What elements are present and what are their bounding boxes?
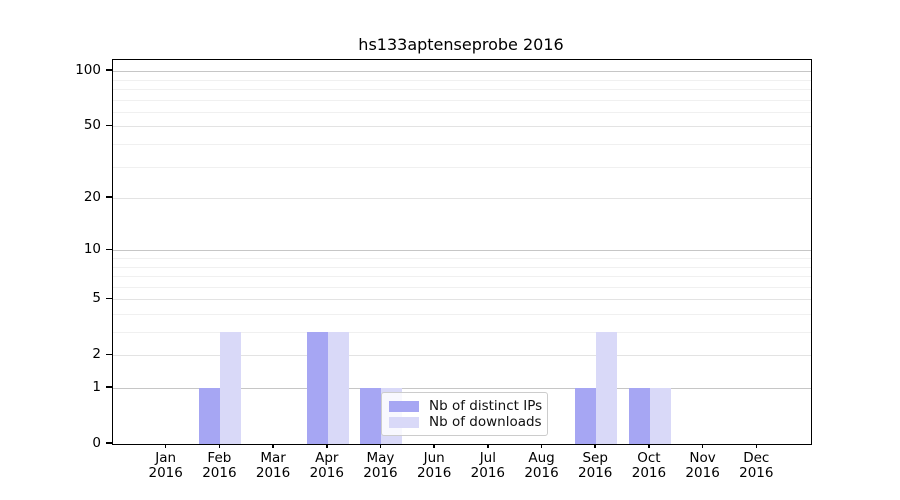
gridline-minor-8 <box>113 266 811 268</box>
legend-entry-downloads: Nb of downloads <box>389 414 542 430</box>
legend-entry-distinct-ips: Nb of distinct IPs <box>389 398 543 414</box>
bars-layer <box>113 60 811 444</box>
x-tick-mark-aug <box>540 444 543 448</box>
y-tick-label-20: 20 <box>83 189 101 206</box>
gridline-major-10 <box>113 250 811 252</box>
y-tick-mark-50 <box>106 124 112 127</box>
y-tick-label-10: 10 <box>83 241 101 258</box>
gridline-minor-6 <box>113 286 811 288</box>
bar-distinct-ips-sep <box>575 388 597 444</box>
y-tick-mark-0 <box>106 442 112 444</box>
x-tick-mark-dec <box>755 444 758 448</box>
y-tick-mark-20 <box>106 196 112 198</box>
y-tick-mark-1 <box>106 386 112 388</box>
x-tick-label-jun: Jun 2016 <box>416 450 452 481</box>
x-tick-label-may: May 2016 <box>363 450 398 481</box>
y-tick-label-1: 1 <box>92 379 101 395</box>
x-tick-label-nov: Nov 2016 <box>685 450 720 481</box>
x-tick-label-apr: Apr 2016 <box>309 450 344 481</box>
gridline-50 <box>113 126 811 128</box>
x-tick-mark-sep <box>594 444 596 448</box>
gridline-20 <box>113 198 811 200</box>
gridline-minor-60 <box>113 111 811 113</box>
x-tick-mark-mar <box>272 444 274 448</box>
gridline-minor-90 <box>113 79 811 81</box>
bar-distinct-ips-apr <box>306 332 328 444</box>
x-tick-label-mar: Mar 2016 <box>255 450 291 481</box>
x-tick-label-feb: Feb 2016 <box>202 450 237 481</box>
y-tick-label-100: 100 <box>75 62 101 79</box>
x-tick-label-aug: Aug 2016 <box>524 450 559 481</box>
gridlines-layer <box>113 60 811 444</box>
x-tick-mark-oct <box>648 444 650 448</box>
legend: Nb of distinct IPs Nb of downloads <box>381 392 548 436</box>
bar-downloads-oct <box>649 388 671 444</box>
gridline-5 <box>113 299 811 301</box>
gridline-minor-80 <box>113 89 811 90</box>
y-tick-label-50: 50 <box>83 117 101 134</box>
x-tick-mark-may <box>379 444 382 448</box>
y-tick-label-0: 0 <box>92 435 101 451</box>
bar-downloads-sep <box>596 332 618 444</box>
y-tick-mark-10 <box>106 248 112 251</box>
x-tick-mark-jun <box>433 444 435 448</box>
gridline-major-1 <box>113 388 811 389</box>
x-tick-mark-feb <box>218 444 221 448</box>
legend-label-distinct-ips: Nb of distinct IPs <box>429 398 543 414</box>
legend-label-downloads: Nb of downloads <box>429 414 542 430</box>
gridline-2 <box>113 355 811 357</box>
bar-distinct-ips-may <box>360 388 382 444</box>
gridline-minor-4 <box>113 313 811 315</box>
y-tick-mark-5 <box>106 297 112 299</box>
y-tick-label-2: 2 <box>92 346 101 363</box>
bar-downloads-apr <box>327 332 349 444</box>
bar-distinct-ips-oct <box>628 388 650 444</box>
gridline-minor-3 <box>113 332 811 333</box>
legend-swatch-downloads <box>389 416 419 428</box>
x-tick-mark-jan <box>164 444 167 448</box>
gridline-minor-40 <box>113 144 811 145</box>
y-tick-mark-2 <box>106 353 112 355</box>
gridline-minor-9 <box>113 257 811 259</box>
chart-title: hs133aptenseprobe 2016 <box>358 35 564 54</box>
gridline-minor-7 <box>113 276 811 278</box>
bar-distinct-ips-feb <box>199 388 221 444</box>
x-tick-mark-nov <box>701 444 704 448</box>
y-tick-mark-100 <box>106 69 112 71</box>
legend-swatch-distinct-ips <box>389 400 419 412</box>
x-tick-label-dec: Dec 2016 <box>739 450 774 481</box>
x-tick-label-jan: Jan 2016 <box>148 450 183 481</box>
plot-area: Nb of distinct IPs Nb of downloads <box>112 59 812 445</box>
x-tick-label-sep: Sep 2016 <box>578 450 613 481</box>
bar-downloads-feb <box>220 332 242 444</box>
gridline-major-100 <box>113 71 811 73</box>
gridline-minor-30 <box>113 166 811 168</box>
x-tick-label-jul: Jul 2016 <box>470 450 506 481</box>
x-tick-mark-apr <box>326 444 328 448</box>
x-tick-mark-jul <box>487 444 489 448</box>
x-tick-label-oct: Oct 2016 <box>631 450 667 481</box>
y-tick-label-5: 5 <box>92 290 101 307</box>
gridline-minor-70 <box>113 99 811 101</box>
